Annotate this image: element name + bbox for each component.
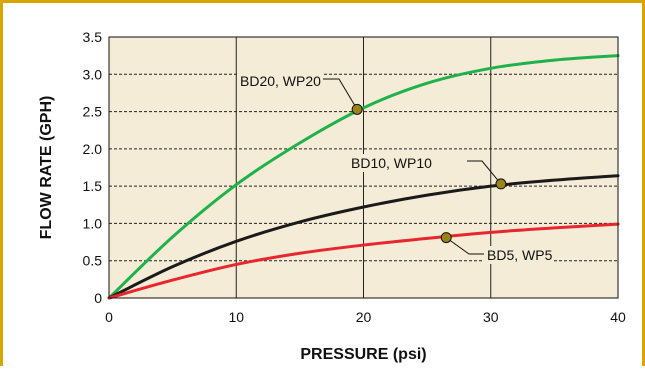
series-line <box>107 174 620 300</box>
annotation-label-bg <box>348 154 434 172</box>
x-tick-label: 10 <box>228 309 244 325</box>
y-tick-label: 0 <box>94 290 102 306</box>
x-tick-label: 40 <box>610 309 626 325</box>
annotation-point <box>495 178 507 190</box>
annotations: BD20, WP20 BD10, WP10 BD5, WP5 <box>237 72 554 264</box>
plot-border <box>108 36 619 299</box>
annotation-label: BD20, WP20 <box>240 73 321 89</box>
x-axis-title: PRESSURE (psi) <box>300 346 426 363</box>
y-tick-label: 3.5 <box>83 29 103 45</box>
annotation-leader <box>467 160 502 185</box>
annotation-point <box>440 232 452 244</box>
x-tick-label: 20 <box>356 309 372 325</box>
annotation-point <box>351 103 363 115</box>
annotation-label-bg <box>237 72 323 90</box>
y-tick-label: 1.0 <box>83 215 103 231</box>
annotation-label: BD10, WP10 <box>351 155 432 171</box>
x-tick-label: 0 <box>105 309 113 325</box>
tick-labels: 0 10 20 30 40 0 0.5 1.0 1.5 2.0 2.5 3.0 3.5 <box>83 29 626 325</box>
y-axis-title: FLOW RATE (GPH) <box>38 96 55 240</box>
y-tick-label: 2.0 <box>83 141 103 157</box>
y-tick-label: 0.5 <box>83 253 103 269</box>
annotation-label-bg <box>484 246 554 264</box>
x-tick-label: 30 <box>483 309 499 325</box>
y-tick-label: 1.5 <box>83 178 103 194</box>
y-tick-label: 3.0 <box>83 66 103 82</box>
series-line <box>107 222 620 300</box>
y-tick-label: 2.5 <box>83 104 103 120</box>
annotation-leader <box>445 237 484 255</box>
annotation-label: BD5, WP5 <box>487 247 553 263</box>
